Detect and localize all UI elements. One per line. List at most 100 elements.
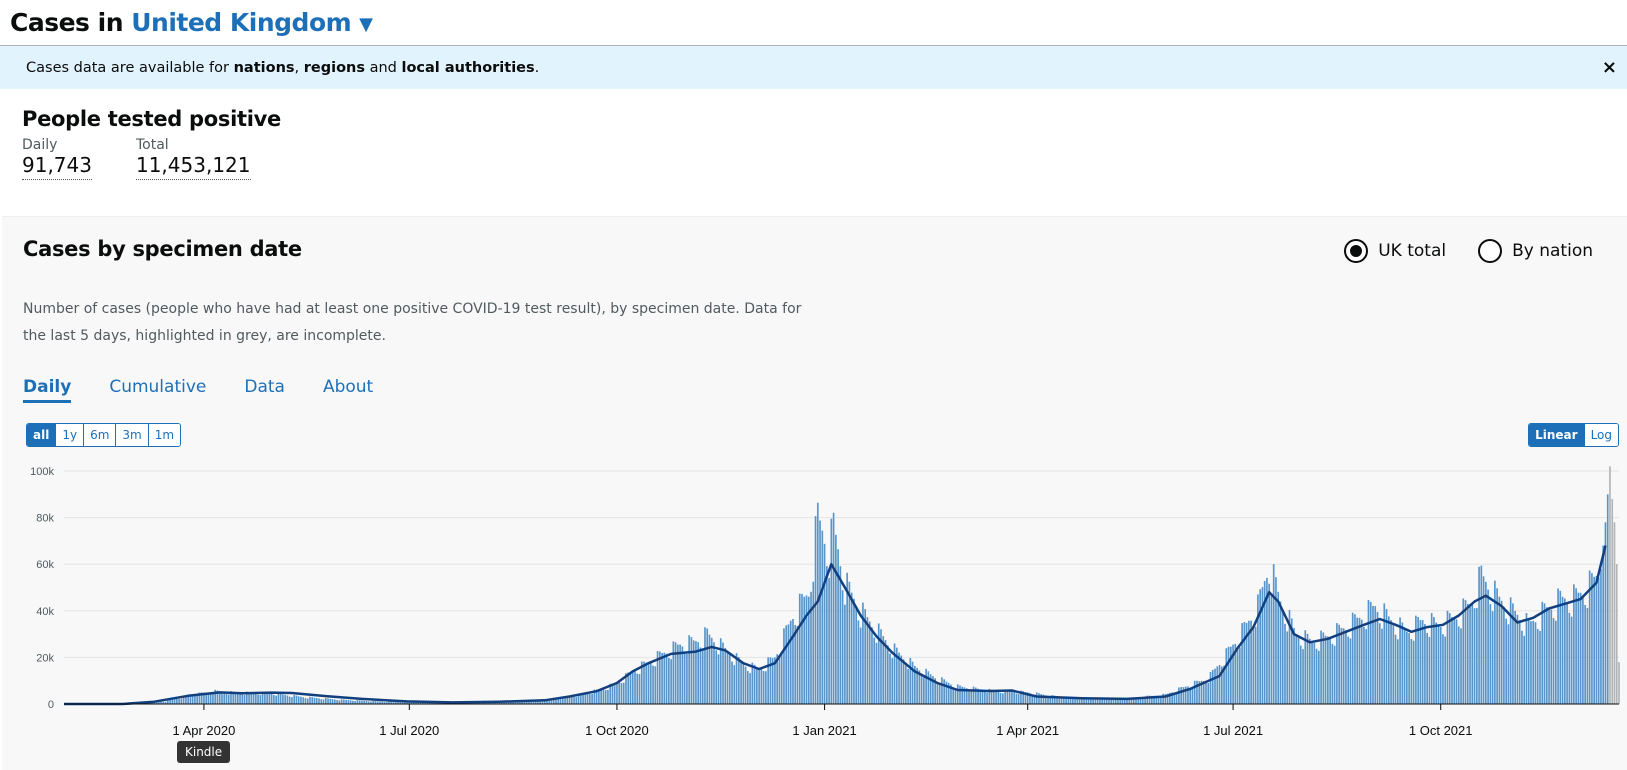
chevron-down-icon[interactable]: ▼ bbox=[359, 13, 373, 35]
chart-bar bbox=[1293, 627, 1295, 704]
range-all-button[interactable]: all bbox=[27, 424, 57, 446]
chart-bar bbox=[1473, 608, 1476, 704]
chart-bar bbox=[954, 688, 957, 704]
chart-bar bbox=[1527, 618, 1530, 704]
chart-bar bbox=[1401, 622, 1404, 704]
chart-bar bbox=[1139, 697, 1142, 704]
chart-bar bbox=[886, 645, 889, 704]
daily-value[interactable]: 91,743 bbox=[22, 153, 92, 180]
chart-bar bbox=[1485, 581, 1487, 704]
chart-bar bbox=[180, 698, 183, 704]
average-line bbox=[64, 545, 1607, 706]
y-tick-label: 100k bbox=[30, 466, 54, 478]
chart-bar bbox=[1403, 628, 1406, 704]
chart-bar bbox=[291, 697, 293, 704]
range-1y-button[interactable]: 1y bbox=[56, 424, 85, 446]
chart-bar bbox=[826, 566, 828, 704]
chart-bar bbox=[848, 581, 851, 704]
radio-checked-icon[interactable] bbox=[1344, 239, 1369, 263]
range-6m-button[interactable]: 6m bbox=[84, 424, 117, 446]
chart-bar bbox=[1336, 623, 1338, 704]
tab-cumulative[interactable]: Cumulative bbox=[109, 377, 207, 397]
radio-by-nation[interactable]: By nation bbox=[1478, 239, 1593, 263]
chart-bar bbox=[945, 681, 948, 704]
chart-bar bbox=[1356, 617, 1359, 704]
chart-bar bbox=[365, 701, 368, 704]
range-1m-button[interactable]: 1m bbox=[148, 424, 181, 446]
total-value[interactable]: 11,453,121 bbox=[135, 153, 251, 180]
chart-bar bbox=[607, 689, 609, 704]
chart-bar bbox=[636, 673, 639, 704]
chart-bar bbox=[376, 701, 379, 704]
y-tick-label: 80k bbox=[36, 513, 54, 525]
chart-bar bbox=[514, 700, 517, 704]
chart-bar bbox=[1259, 589, 1261, 704]
chart-bar bbox=[173, 699, 176, 704]
range-3m-button[interactable]: 3m bbox=[116, 424, 149, 446]
chart-bar bbox=[1417, 617, 1419, 704]
chart-bar bbox=[751, 662, 754, 704]
link-nations[interactable]: nations bbox=[233, 59, 295, 76]
area-selector[interactable]: United Kingdom bbox=[131, 8, 352, 37]
tab-daily[interactable]: Daily bbox=[23, 377, 72, 403]
chart-bar bbox=[582, 693, 584, 704]
info-banner: Cases data are available for nations, re… bbox=[0, 46, 1627, 89]
chart-bar bbox=[873, 637, 876, 704]
chart-bar bbox=[805, 595, 808, 704]
close-icon[interactable]: × bbox=[1601, 57, 1617, 78]
chart-bar bbox=[1329, 638, 1331, 704]
chart-bar bbox=[760, 668, 763, 704]
tab-data[interactable]: Data bbox=[244, 377, 285, 397]
chart-bar bbox=[857, 620, 860, 704]
chart-bar bbox=[196, 695, 198, 704]
chart-bar bbox=[1094, 698, 1097, 704]
log-scale-button[interactable]: Log bbox=[1584, 424, 1618, 446]
chart-bar bbox=[403, 701, 406, 704]
chart-bar bbox=[288, 696, 291, 704]
radio-uk-total[interactable]: UK total bbox=[1344, 239, 1446, 263]
chart-bar bbox=[609, 683, 611, 704]
chart-bar bbox=[1182, 687, 1185, 704]
chart-bar bbox=[938, 683, 941, 704]
chart-bar bbox=[415, 702, 417, 704]
chart-bar bbox=[638, 673, 641, 704]
chart-bar bbox=[523, 701, 526, 704]
chart-bar bbox=[1164, 693, 1167, 704]
chart-bar bbox=[1428, 636, 1431, 704]
link-local-authorities[interactable]: local authorities bbox=[401, 59, 535, 76]
chart-bar bbox=[1363, 626, 1365, 704]
chart-bar bbox=[882, 636, 885, 704]
chart-bar bbox=[699, 647, 702, 704]
chart-bar bbox=[997, 691, 1000, 704]
radio-unchecked-icon[interactable] bbox=[1478, 239, 1503, 263]
link-regions[interactable]: regions bbox=[303, 59, 365, 76]
chart-bar bbox=[1439, 626, 1442, 704]
chart-bar bbox=[207, 692, 210, 704]
chart-bar bbox=[1324, 635, 1327, 704]
x-tick-label: 1 Oct 2021 bbox=[1409, 723, 1473, 738]
chart-bar bbox=[218, 691, 221, 704]
chart-bar bbox=[643, 661, 645, 704]
chart-bar bbox=[1108, 698, 1110, 704]
chart-bar bbox=[1207, 682, 1210, 704]
linear-scale-button[interactable]: Linear bbox=[1529, 424, 1585, 446]
chart-bar bbox=[1609, 466, 1611, 704]
chart-bar bbox=[1072, 697, 1074, 704]
chart-bar bbox=[1451, 617, 1453, 704]
chart-bar bbox=[993, 690, 995, 704]
chart-bar bbox=[839, 566, 842, 704]
tab-about[interactable]: About bbox=[322, 377, 374, 397]
chart-bar bbox=[431, 702, 433, 704]
chart-bar bbox=[1498, 596, 1501, 704]
chart-bar bbox=[832, 512, 835, 704]
chart-bar bbox=[1239, 647, 1241, 704]
chart-bar bbox=[1180, 687, 1182, 704]
chart-bar bbox=[512, 701, 514, 704]
chart-bar bbox=[148, 702, 151, 704]
chart-bar bbox=[891, 658, 894, 704]
chart-bar bbox=[1466, 603, 1469, 704]
chart-bar bbox=[1013, 692, 1015, 704]
chart-bar bbox=[295, 695, 298, 704]
chart-bar bbox=[1345, 630, 1347, 704]
chart-bar bbox=[929, 674, 932, 704]
